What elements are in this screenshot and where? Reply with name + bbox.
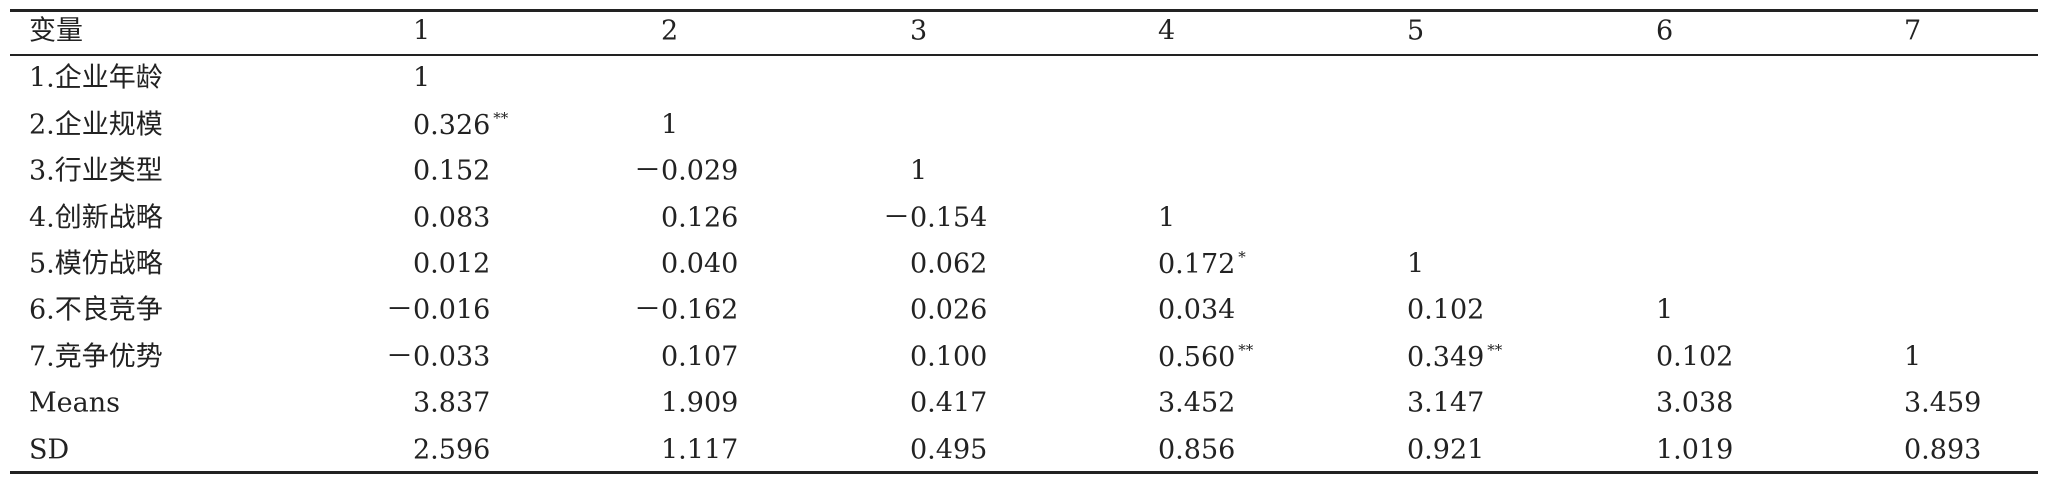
table-cell: 1 (1656, 294, 1674, 326)
header-cell: 变量 (29, 15, 83, 47)
row-label: 7.竞争优势 (29, 341, 163, 373)
row-label: SD (29, 434, 70, 466)
cell-value: 0.560 (1158, 341, 1236, 373)
table-cell: 0.349 ** (1407, 340, 1503, 373)
cell-value: 0.326 (413, 109, 491, 141)
bottom-rule (10, 471, 2038, 474)
table-cell: 3.452 (1158, 387, 1236, 419)
table-cell: 3.837 (413, 387, 491, 419)
table-cell: 1 (910, 155, 928, 187)
table-cell: 0.083 (413, 202, 491, 234)
table-cell: 0.126 (661, 202, 739, 234)
header-cell: 1 (413, 15, 431, 47)
header-cell: 5 (1407, 15, 1425, 47)
table-cell: 0.921 (1407, 434, 1485, 466)
table-cell: 0.102 (1656, 341, 1734, 373)
table-cell: －0.033 (386, 341, 491, 373)
significance: ** (1238, 340, 1254, 359)
significance: ** (493, 108, 509, 127)
table-cell: 0.495 (910, 434, 988, 466)
table-cell: 1 (661, 109, 679, 141)
table-cell: 0.026 (910, 294, 988, 326)
table-cell: －0.016 (386, 294, 491, 326)
header-cell: 4 (1158, 15, 1176, 47)
table-cell: 0.152 (413, 155, 491, 187)
table-cell: －0.029 (634, 155, 739, 187)
row-label: 1.企业年龄 (29, 62, 163, 94)
table-cell: 1.117 (661, 434, 739, 466)
top-rule (10, 9, 2038, 12)
table-cell: 0.326 ** (413, 108, 509, 141)
cell-value: 0.349 (1407, 341, 1485, 373)
header-rule (10, 54, 2038, 56)
header-cell: 2 (661, 15, 679, 47)
table-cell: 0.560 ** (1158, 340, 1254, 373)
table-cell: 3.147 (1407, 387, 1485, 419)
table-cell: 1 (1407, 248, 1425, 280)
table-cell: 0.856 (1158, 434, 1236, 466)
table-cell: 2.596 (413, 434, 491, 466)
row-label: 4.创新战略 (29, 202, 163, 234)
table-cell: 1.909 (661, 387, 739, 419)
table-cell: 1 (1904, 341, 1922, 373)
header-cell: 3 (910, 15, 928, 47)
table-cell: 0.107 (661, 341, 739, 373)
table-cell: －0.162 (634, 294, 739, 326)
significance: ** (1487, 340, 1503, 359)
table-cell: 1 (1158, 202, 1176, 234)
table-cell: 0.040 (661, 248, 739, 280)
table-cell: －0.154 (883, 202, 988, 234)
table-cell: 0.012 (413, 248, 491, 280)
row-label: 6.不良竞争 (29, 294, 163, 326)
table-cell: 0.062 (910, 248, 988, 280)
table-cell: 1 (413, 62, 431, 94)
table-cell: 3.459 (1904, 387, 1982, 419)
row-label: 3.行业类型 (29, 155, 163, 187)
table-cell: 0.893 (1904, 434, 1982, 466)
row-label: Means (29, 387, 120, 419)
table-cell: 0.172 * (1158, 248, 1246, 280)
table-cell: 1.019 (1656, 434, 1734, 466)
header-cell: 7 (1904, 15, 1922, 47)
table-cell: 3.038 (1656, 387, 1734, 419)
header-cell: 6 (1656, 15, 1674, 47)
table-cell: 0.102 (1407, 294, 1485, 326)
row-label: 2.企业规模 (29, 109, 163, 141)
row-label: 5.模仿战略 (29, 248, 163, 280)
significance: * (1238, 248, 1246, 266)
table-cell: 0.034 (1158, 294, 1236, 326)
table-cell: 0.417 (910, 387, 988, 419)
cell-value: 0.172 (1158, 249, 1236, 280)
table-cell: 0.100 (910, 341, 988, 373)
